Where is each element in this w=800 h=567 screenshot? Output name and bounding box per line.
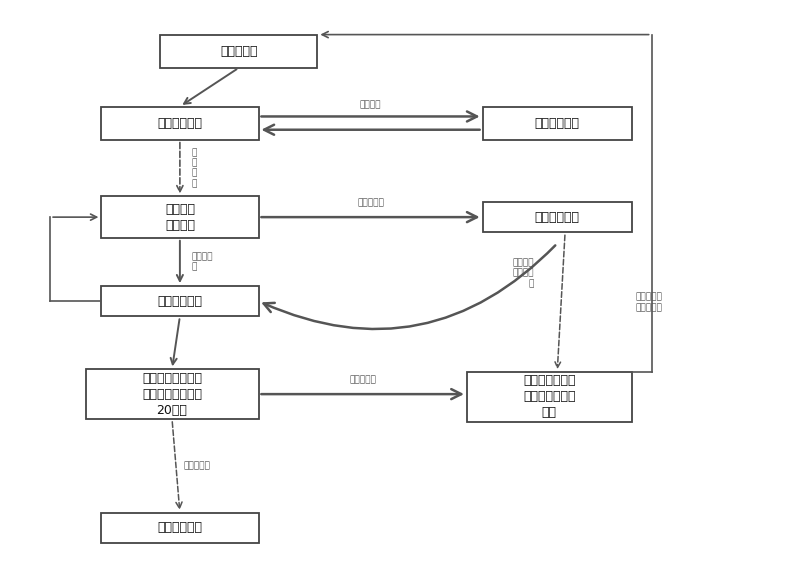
FancyBboxPatch shape (102, 107, 258, 139)
Text: 热源有动作: 热源有动作 (184, 462, 210, 471)
FancyBboxPatch shape (102, 286, 258, 316)
Text: 光照充足: 光照充足 (360, 100, 382, 109)
Text: 光照强度足够: 光照强度足够 (534, 117, 580, 130)
FancyBboxPatch shape (482, 107, 632, 139)
Text: 初始化程序: 初始化程序 (220, 45, 258, 58)
Text: 没有接近人
体温度运动: 没有接近人 体温度运动 (636, 293, 662, 312)
Text: 打开灯光开关: 打开灯光开关 (158, 522, 202, 535)
Text: 无动态人体: 无动态人体 (357, 198, 384, 207)
FancyBboxPatch shape (102, 196, 258, 238)
Text: 判断光照情况: 判断光照情况 (158, 117, 202, 130)
Text: 热源无动作: 热源无动作 (350, 375, 376, 384)
FancyBboxPatch shape (467, 372, 632, 422)
FancyBboxPatch shape (482, 202, 632, 232)
Text: 启动静态
人体检测: 启动静态 人体检测 (165, 202, 195, 232)
FancyBboxPatch shape (86, 369, 258, 419)
Text: 有动态人
体: 有动态人 体 (192, 252, 213, 272)
Text: 启动动态检测: 启动动态检测 (534, 210, 580, 223)
Text: 判断为无人（热
水杯等）干扰并
关灯: 判断为无人（热 水杯等）干扰并 关灯 (523, 374, 576, 420)
FancyBboxPatch shape (102, 513, 258, 543)
Text: 打开灯光开关: 打开灯光开关 (158, 295, 202, 308)
FancyBboxPatch shape (160, 35, 318, 68)
Text: 传感器对准热源方
向并进行静态跟踪
20分钟: 传感器对准热源方 向并进行静态跟踪 20分钟 (142, 371, 202, 417)
Text: 光
照
不
足: 光 照 不 足 (192, 148, 197, 188)
Text: 有接近人
体温度物
体: 有接近人 体温度物 体 (512, 258, 534, 288)
